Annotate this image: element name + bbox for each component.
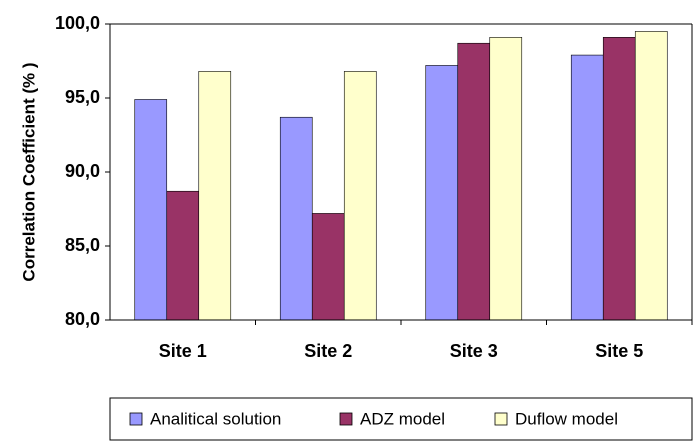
legend-swatch <box>339 412 353 426</box>
y-tick-label: 100,0 <box>55 13 100 33</box>
legend-label: ADZ model <box>360 409 445 428</box>
x-tick-label: Site 5 <box>595 341 643 361</box>
bar <box>425 65 459 321</box>
bar <box>166 190 200 321</box>
y-tick-label: 90,0 <box>65 161 100 181</box>
legend-box <box>109 397 693 441</box>
y-tick-label: 80,0 <box>65 309 100 329</box>
x-tick-label: Site 1 <box>159 341 207 361</box>
bar <box>343 71 377 321</box>
y-tick-label: 95,0 <box>65 87 100 107</box>
bar <box>311 213 345 321</box>
bar <box>457 42 491 321</box>
bar <box>134 99 168 321</box>
legend-label: Analitical solution <box>150 409 281 428</box>
y-tick-label: 85,0 <box>65 235 100 255</box>
bar <box>602 37 636 321</box>
bar <box>198 71 232 321</box>
legend-swatch <box>129 412 143 426</box>
bar <box>634 31 668 321</box>
bar <box>489 37 523 321</box>
x-tick-label: Site 3 <box>450 341 498 361</box>
bar <box>570 54 604 321</box>
bar <box>279 116 313 321</box>
legend-label: Duflow model <box>515 409 618 428</box>
x-tick-label: Site 2 <box>304 341 352 361</box>
legend-swatch <box>494 412 508 426</box>
y-axis-title: Correlation Coefficient (% ) <box>19 62 38 281</box>
